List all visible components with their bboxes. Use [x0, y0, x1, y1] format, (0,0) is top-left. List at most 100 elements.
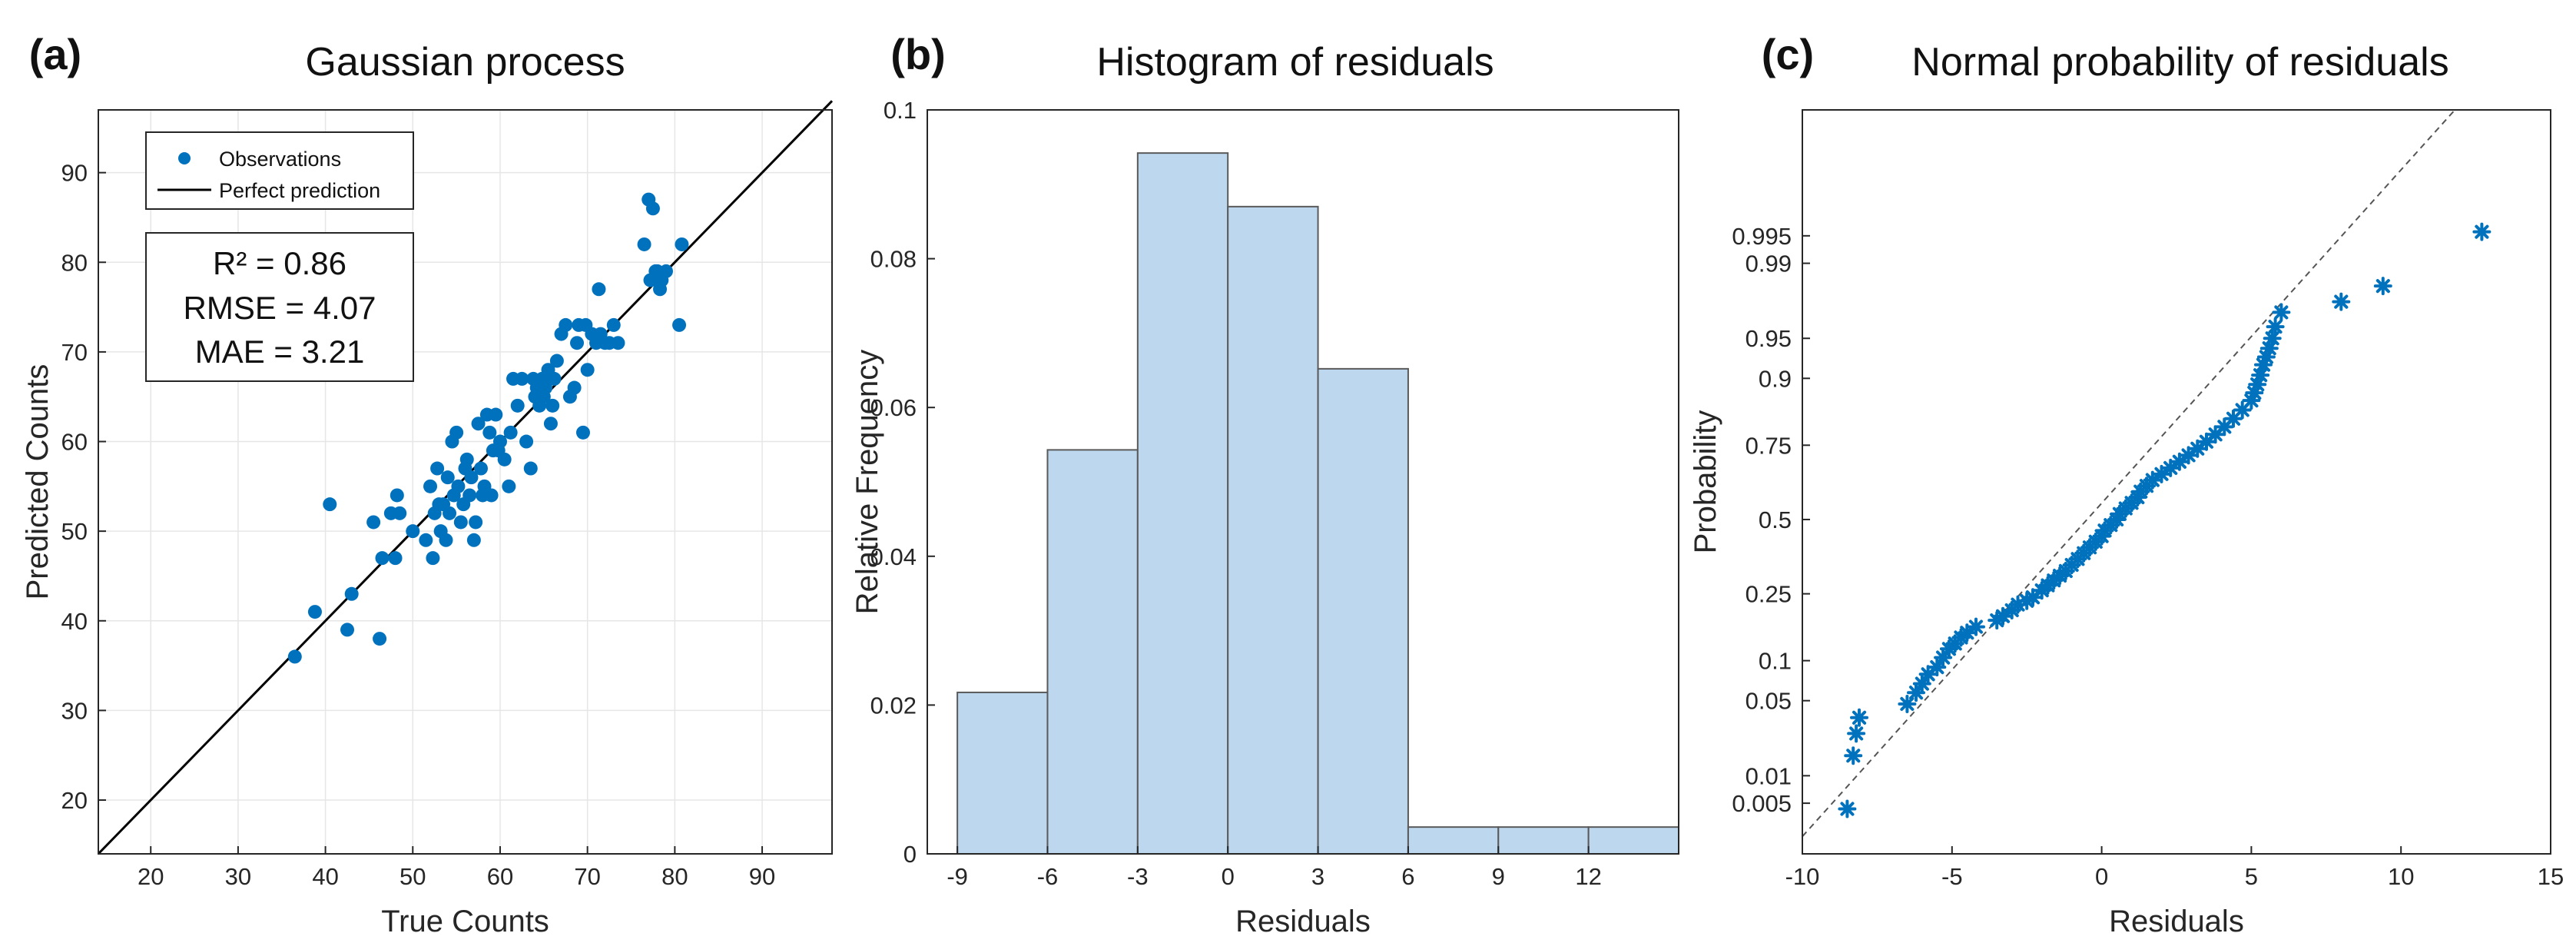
- residual-point: [2161, 458, 2180, 477]
- residual-point: [2332, 292, 2351, 311]
- observation-point: [471, 417, 486, 431]
- panel-a-title: Gaussian process: [305, 40, 625, 85]
- observation-point: [287, 649, 302, 664]
- panel-a-label: (a): [29, 30, 81, 78]
- residual-point: [2152, 464, 2171, 483]
- observation-point: [549, 354, 564, 368]
- residual-point: [2197, 432, 2216, 451]
- observation-point: [497, 452, 512, 467]
- observation-point: [484, 488, 499, 503]
- y-tick-label: 0.04: [870, 543, 917, 570]
- residual-point: [2024, 588, 2042, 607]
- y-tick-label: 70: [61, 339, 88, 366]
- observation-point: [453, 515, 468, 530]
- histogram-bar: [956, 691, 1049, 855]
- observation-point: [459, 452, 474, 467]
- observation-point: [503, 425, 518, 440]
- x-tick-label: -9: [947, 863, 968, 890]
- observation-point: [406, 524, 420, 539]
- observation-point: [645, 201, 660, 216]
- residual-point: [2263, 329, 2282, 348]
- observation-point: [580, 363, 595, 377]
- residual-point: [2017, 591, 2037, 610]
- residual-point: [1967, 617, 1985, 636]
- residual-point: [2143, 470, 2162, 490]
- residual-point: [2256, 347, 2276, 367]
- observation-point: [469, 515, 483, 530]
- y-axis-label: Relative Frequency: [850, 350, 884, 615]
- observation-point: [606, 317, 621, 332]
- residual-point: [1907, 683, 1925, 702]
- y-tick-label: 0.06: [870, 394, 917, 421]
- observation-point: [423, 479, 438, 493]
- panel-c-label: (c): [1762, 30, 1814, 78]
- residual-point: [2092, 526, 2111, 546]
- residual-point: [2128, 488, 2147, 506]
- x-tick-label: -10: [1785, 863, 1820, 890]
- residual-point: [1912, 674, 1931, 693]
- stats-box: R² = 0.86 RMSE = 4.07 MAE = 3.21: [145, 232, 414, 382]
- observation-point: [390, 488, 404, 503]
- observation-point: [570, 336, 585, 350]
- observation-point: [523, 461, 538, 476]
- residual-point: [1844, 746, 1863, 765]
- residual-point: [2215, 417, 2234, 437]
- observation-point: [307, 605, 322, 619]
- x-tick-label: 0: [1222, 863, 1235, 890]
- observation-point: [323, 497, 337, 512]
- x-tick-label: 80: [661, 863, 688, 890]
- observation-point: [439, 533, 453, 547]
- observation-point: [575, 425, 590, 440]
- normal-reference-line: [1802, 109, 2456, 838]
- residual-point: [2254, 355, 2273, 374]
- y-tick-label: 30: [61, 697, 88, 724]
- y-tick-label: 0.75: [1746, 432, 1792, 459]
- residual-point: [2206, 425, 2225, 444]
- observation-point: [567, 380, 582, 395]
- observation-point: [466, 533, 481, 547]
- y-tick-label: 0.995: [1732, 223, 1792, 250]
- axes-frame: [1802, 109, 2551, 855]
- panel-b-histogram: (b) Histogram of residuals -9 -6 -3 0 3 6 9 12 0 0.…: [850, 30, 1679, 938]
- residual-point: [1958, 623, 1977, 643]
- y-tick-label: 0: [903, 841, 917, 868]
- x-tick-label: 0: [2095, 863, 2108, 890]
- legend-perfect-prediction-label: Perfect prediction: [219, 179, 380, 202]
- residual-point: [2188, 439, 2207, 458]
- residual-point: [2472, 222, 2491, 241]
- x-tick-label: 20: [138, 863, 164, 890]
- observation-point: [449, 425, 464, 440]
- observation-point: [519, 434, 534, 449]
- observation-point: [489, 407, 503, 422]
- x-tick-label: 70: [574, 863, 600, 890]
- y-tick-label: 60: [61, 429, 88, 456]
- observation-point: [482, 425, 497, 440]
- residual-point: [2233, 400, 2252, 420]
- y-tick-label: 0.9: [1759, 365, 1792, 392]
- observation-point: [547, 371, 562, 386]
- histogram-bar: [1497, 826, 1590, 855]
- observation-point: [559, 317, 573, 332]
- residual-point: [1847, 724, 1866, 743]
- legend: Observations Perfect prediction: [145, 131, 414, 210]
- y-tick-label: 0.01: [1746, 762, 1792, 789]
- observation-point: [462, 488, 477, 503]
- observation-point: [510, 398, 525, 413]
- y-tick-label: 0.05: [1746, 688, 1792, 715]
- histogram-bar: [1317, 367, 1409, 855]
- observation-point: [672, 317, 687, 332]
- y-tick-label: 0.08: [870, 246, 917, 273]
- histogram-bar: [1136, 152, 1229, 855]
- legend-box: [145, 131, 414, 210]
- x-tick-label: -5: [1941, 863, 1963, 890]
- observation-point: [658, 264, 673, 278]
- residual-point: [2008, 595, 2027, 614]
- residual-point: [2242, 391, 2261, 410]
- y-tick-label: 0.02: [870, 692, 917, 719]
- residual-point: [2107, 510, 2127, 529]
- observation-point: [430, 461, 445, 476]
- residual-point: [1918, 665, 1938, 684]
- plot-area: [1802, 110, 2551, 854]
- r2-value: R² = 0.86: [213, 245, 346, 281]
- residual-point: [2259, 339, 2279, 358]
